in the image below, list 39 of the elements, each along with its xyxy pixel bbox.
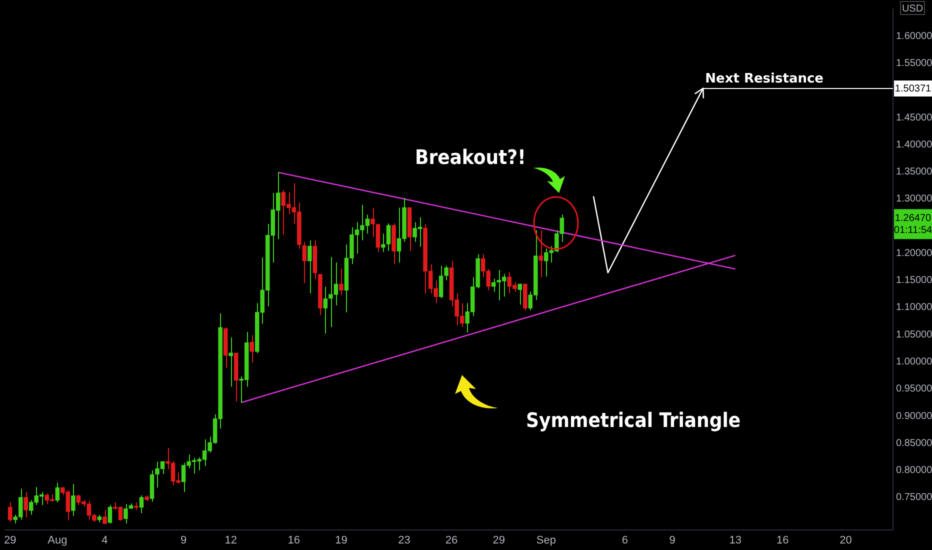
ref-line-label: Next Resistance <box>705 71 824 86</box>
y-tick-label: 1.10000 <box>896 302 932 314</box>
x-tick-label: 9 <box>180 534 187 547</box>
y-tick-label: 0.95000 <box>896 384 932 395</box>
x-tick-label: 16 <box>776 534 789 547</box>
y-tick-label: 1.35000 <box>896 166 932 178</box>
y-tick-label: 1.15000 <box>896 275 932 286</box>
y-tick-label: 0.85000 <box>896 438 932 449</box>
annotation: Symmetrical Triangle <box>526 408 741 432</box>
y-tick-label: 1.55000 <box>896 58 932 70</box>
y-tick-label: 0.80000 <box>896 465 932 476</box>
y-axis-title: USD <box>902 3 924 14</box>
text: 01:11:54 <box>894 224 932 236</box>
y-tick-label: 0.90000 <box>896 410 932 422</box>
x-tick-label: 29 <box>4 534 16 547</box>
y-tick-label: 1.40000 <box>896 139 932 150</box>
text: 1.50371 <box>894 83 932 94</box>
x-tick-label: 13 <box>729 534 742 547</box>
y-tick-label: 1.45000 <box>896 112 932 124</box>
x-tick-label: 26 <box>445 534 458 547</box>
y-tick-label: 1.30000 <box>896 194 932 205</box>
text: 1.26470 <box>894 212 932 224</box>
x-tick-label: 19 <box>335 534 348 547</box>
x-tick-label: Sep <box>536 534 556 547</box>
y-tick-label: 1.20000 <box>896 248 932 259</box>
y-tick-label: 1.05000 <box>896 329 932 340</box>
x-tick-label: 4 <box>102 534 108 547</box>
x-tick-label: 16 <box>288 534 300 547</box>
x-tick-label: 6 <box>622 534 628 547</box>
x-tick-label: 20 <box>840 534 852 547</box>
annotation: Breakout?! <box>415 145 526 169</box>
y-tick-label: 0.75000 <box>896 492 932 504</box>
x-tick-label: 23 <box>398 534 410 547</box>
y-tick-label: 1.60000 <box>896 30 932 42</box>
x-tick-label: Aug <box>48 534 68 547</box>
y-tick-label: 1.00000 <box>896 356 932 368</box>
x-tick-label: 9 <box>669 534 676 547</box>
x-tick-label: 12 <box>224 534 237 547</box>
x-tick-label: 29 <box>492 534 505 547</box>
